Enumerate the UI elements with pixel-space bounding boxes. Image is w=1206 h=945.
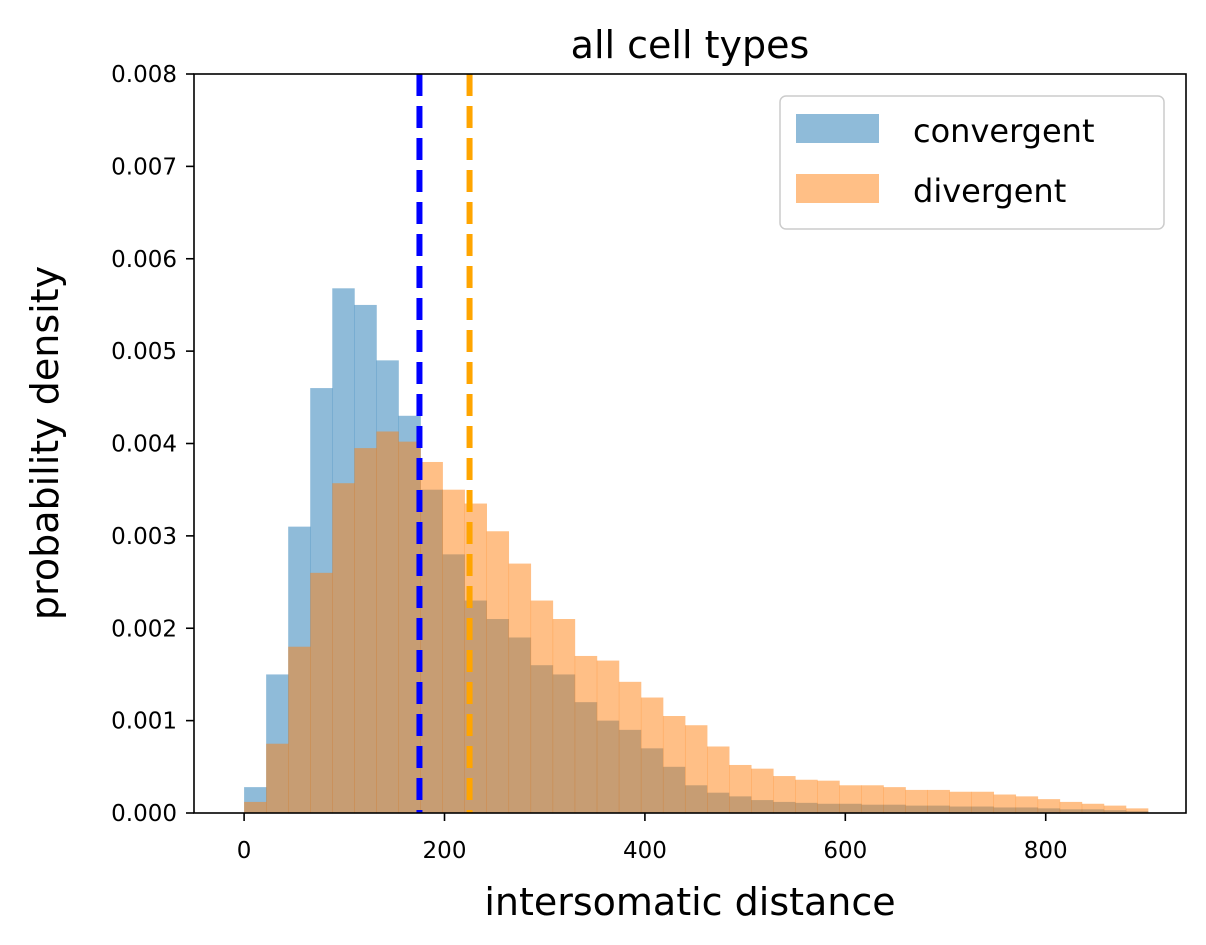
- bar-divergent-2: [288, 646, 311, 813]
- legend-swatch-divergent: [796, 174, 879, 203]
- x-tick-label: 800: [1024, 838, 1068, 864]
- y-axis-label: probability density: [23, 266, 67, 620]
- bar-divergent-8: [420, 461, 443, 813]
- chart-title: all cell types: [571, 23, 810, 67]
- bar-divergent-34: [993, 794, 1017, 813]
- x-axis-label: intersomatic distance: [484, 880, 895, 924]
- bar-divergent-14: [552, 619, 576, 813]
- bar-divergent-29: [883, 787, 906, 813]
- bar-divergent-24: [773, 776, 796, 813]
- x-tick-label: 400: [623, 838, 667, 864]
- x-tick-label: 200: [423, 838, 467, 864]
- bar-divergent-17: [618, 681, 642, 813]
- bar-divergent-11: [486, 531, 510, 813]
- y-tick-label: 0.008: [111, 62, 177, 88]
- bar-divergent-0: [244, 801, 267, 813]
- bar-divergent-25: [795, 779, 818, 813]
- bar-divergent-39: [1103, 805, 1127, 813]
- bar-divergent-20: [684, 725, 708, 813]
- bar-divergent-5: [354, 448, 377, 813]
- bar-divergent-4: [332, 483, 355, 813]
- legend-label-convergent: convergent: [913, 112, 1095, 150]
- reference-lines: [416, 74, 473, 813]
- y-tick-label: 0.007: [111, 154, 177, 180]
- bar-divergent-6: [376, 431, 399, 813]
- y-tick-label: 0.000: [111, 801, 177, 827]
- y-tick-label: 0.003: [111, 524, 177, 550]
- y-tick-label: 0.001: [111, 709, 177, 735]
- bar-divergent-33: [971, 791, 995, 813]
- x-axis-ticks: 0 200 400 600 800: [237, 813, 1068, 864]
- bar-divergent-40: [1125, 808, 1149, 813]
- bar-divergent-15: [574, 655, 598, 813]
- bar-divergent-9: [442, 489, 465, 813]
- bar-divergent-35: [1015, 796, 1039, 813]
- legend-label-divergent: divergent: [913, 172, 1066, 210]
- y-tick-label: 0.004: [111, 432, 177, 458]
- x-tick-label: 0: [237, 838, 252, 864]
- bar-divergent-38: [1081, 803, 1105, 813]
- y-tick-label: 0.006: [111, 247, 177, 273]
- bar-divergent-19: [662, 716, 686, 813]
- x-tick-label: 600: [823, 838, 867, 864]
- bar-divergent-36: [1037, 799, 1061, 813]
- bar-divergent-7: [398, 441, 421, 813]
- bar-divergent-12: [508, 563, 532, 813]
- bar-divergent-37: [1059, 801, 1083, 813]
- legend: convergent divergent: [779, 95, 1165, 230]
- y-tick-label: 0.005: [111, 339, 177, 365]
- bar-divergent-13: [530, 600, 554, 813]
- bar-divergent-30: [905, 789, 928, 813]
- series-divergent: [244, 431, 1149, 813]
- y-tick-label: 0.002: [111, 616, 177, 642]
- bar-divergent-28: [861, 785, 884, 813]
- y-axis-ticks: 0.000 0.001 0.002 0.003 0.004 0.005 0.006 0.007…: [111, 62, 194, 827]
- bars-layer: [244, 288, 1149, 814]
- bar-divergent-23: [751, 768, 774, 813]
- bar-divergent-21: [707, 746, 730, 813]
- bar-divergent-22: [729, 764, 752, 813]
- bar-divergent-31: [927, 789, 950, 813]
- bar-divergent-26: [817, 780, 840, 813]
- bar-divergent-32: [949, 791, 972, 813]
- bar-divergent-3: [310, 572, 333, 813]
- bar-divergent-16: [596, 660, 620, 813]
- bar-divergent-27: [839, 785, 862, 813]
- legend-swatch-convergent: [796, 114, 879, 143]
- bar-divergent-18: [640, 697, 664, 813]
- bar-divergent-1: [266, 743, 289, 813]
